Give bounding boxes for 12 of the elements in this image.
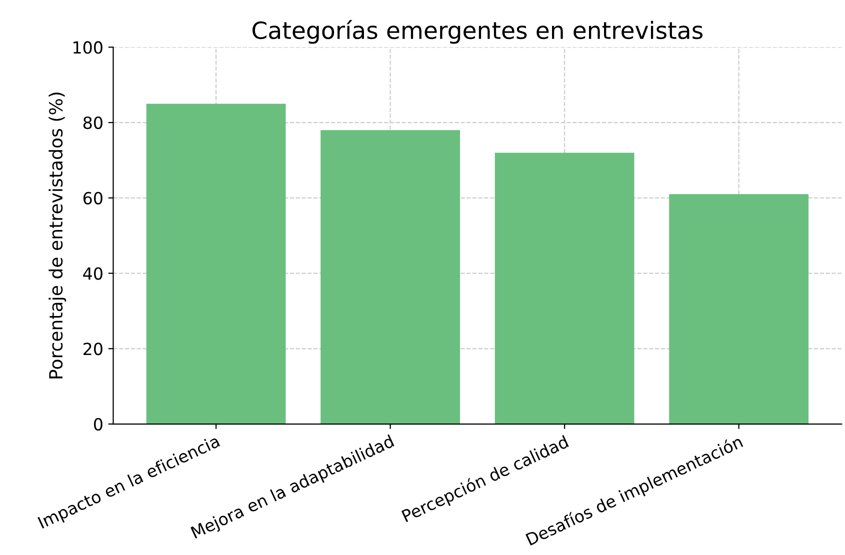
- y-tick-label: 20: [84, 342, 102, 356]
- y-axis-title: Porcentaje de entrevistados (%): [48, 92, 66, 378]
- chart-title: Categorías emergentes en entrevistas: [252, 20, 702, 44]
- bar: [494, 152, 634, 424]
- y-tick-label: 0: [94, 418, 102, 431]
- bar: [669, 194, 809, 424]
- y-tick-label: 60: [83, 192, 102, 204]
- y-tick-label: 100: [74, 41, 102, 54]
- y-tick-label: 40: [83, 267, 102, 280]
- bar: [320, 130, 460, 424]
- y-tick-label: 80: [83, 116, 102, 130]
- bar: [146, 104, 286, 424]
